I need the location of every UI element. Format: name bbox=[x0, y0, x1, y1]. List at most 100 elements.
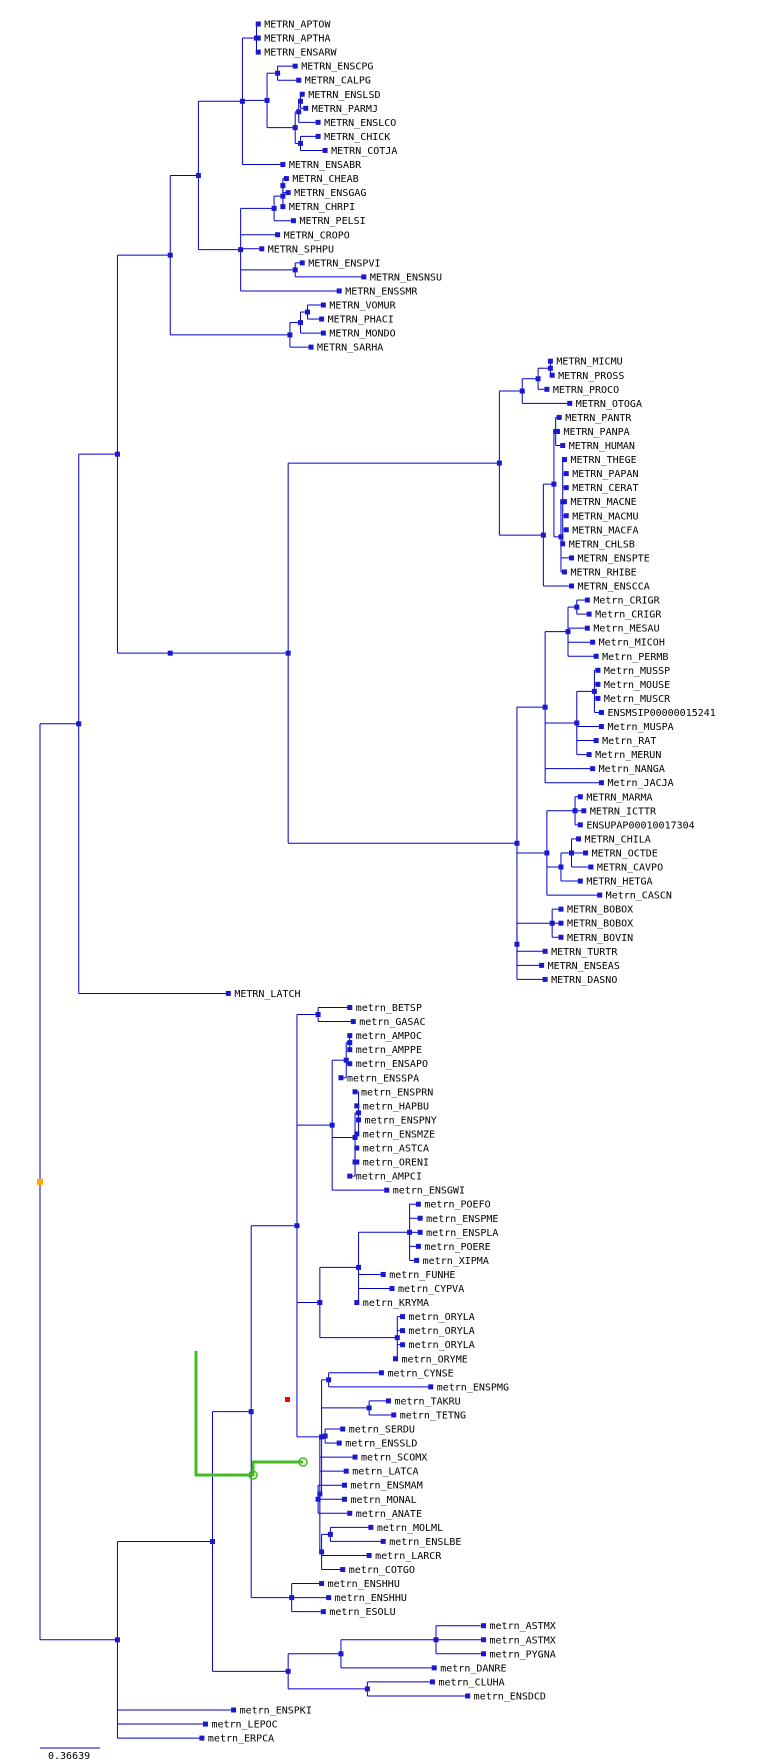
leaf-node[interactable] bbox=[322, 147, 328, 153]
leaf-node[interactable] bbox=[336, 1440, 342, 1446]
internal-node[interactable] bbox=[76, 721, 82, 727]
leaf-node[interactable] bbox=[340, 1567, 346, 1572]
internal-node[interactable] bbox=[540, 532, 546, 538]
internal-node[interactable] bbox=[209, 1539, 215, 1545]
internal-node[interactable] bbox=[317, 1300, 323, 1306]
leaf-node[interactable] bbox=[380, 1271, 386, 1277]
leaf-node[interactable] bbox=[561, 499, 567, 505]
leaf-node[interactable] bbox=[341, 1482, 347, 1488]
leaf-node[interactable] bbox=[285, 190, 291, 196]
leaf-node[interactable] bbox=[315, 119, 321, 125]
leaf-node[interactable] bbox=[354, 1159, 360, 1165]
leaf-node[interactable] bbox=[481, 1623, 487, 1629]
leaf-node[interactable] bbox=[299, 91, 305, 97]
internal-node[interactable] bbox=[248, 1409, 254, 1415]
leaf-node[interactable] bbox=[595, 681, 601, 687]
leaf-node[interactable] bbox=[354, 1131, 360, 1137]
internal-node[interactable] bbox=[275, 70, 281, 76]
leaf-node[interactable] bbox=[544, 386, 550, 392]
internal-node[interactable] bbox=[326, 1377, 332, 1383]
leaf-node[interactable] bbox=[556, 414, 562, 420]
leaf-node[interactable] bbox=[319, 316, 325, 322]
internal-node[interactable] bbox=[322, 1433, 328, 1439]
leaf-node[interactable] bbox=[391, 1412, 397, 1418]
internal-node[interactable] bbox=[327, 1531, 333, 1537]
internal-node[interactable] bbox=[280, 183, 286, 189]
internal-node[interactable] bbox=[239, 98, 245, 104]
leaf-node[interactable] bbox=[561, 457, 567, 463]
leaf-node[interactable] bbox=[320, 330, 326, 336]
internal-node[interactable] bbox=[352, 1134, 358, 1140]
leaf-node[interactable] bbox=[593, 738, 599, 744]
leaf-node[interactable] bbox=[577, 822, 583, 828]
internal-node[interactable] bbox=[547, 365, 553, 371]
internal-node[interactable] bbox=[195, 172, 201, 178]
leaf-node[interactable] bbox=[581, 808, 587, 814]
internal-node[interactable] bbox=[364, 1686, 370, 1692]
internal-node[interactable] bbox=[366, 1405, 372, 1411]
leaf-node[interactable] bbox=[593, 653, 599, 659]
leaf-node[interactable] bbox=[465, 1693, 471, 1699]
internal-node[interactable] bbox=[519, 388, 525, 394]
leaf-node[interactable] bbox=[393, 1356, 399, 1362]
leaf-node[interactable] bbox=[400, 1328, 406, 1334]
internal-node[interactable] bbox=[271, 205, 277, 211]
internal-node[interactable] bbox=[542, 704, 548, 710]
leaf-node[interactable] bbox=[378, 1370, 384, 1376]
internal-node[interactable] bbox=[285, 650, 291, 656]
leaf-node[interactable] bbox=[563, 471, 569, 477]
leaf-node[interactable] bbox=[292, 63, 298, 69]
leaf-node[interactable] bbox=[558, 906, 564, 912]
internal-node[interactable] bbox=[315, 1012, 321, 1018]
internal-node[interactable] bbox=[297, 320, 303, 326]
leaf-node[interactable] bbox=[558, 920, 564, 926]
selected-node-ring[interactable] bbox=[248, 1470, 258, 1480]
internal-node[interactable] bbox=[317, 1491, 323, 1497]
leaf-node[interactable] bbox=[336, 288, 342, 294]
leaf-node[interactable] bbox=[366, 1552, 372, 1558]
internal-node[interactable] bbox=[356, 1110, 362, 1116]
leaf-node[interactable] bbox=[354, 1103, 360, 1109]
internal-node[interactable] bbox=[514, 840, 520, 846]
leaf-node[interactable] bbox=[595, 667, 601, 673]
leaf-node[interactable] bbox=[299, 260, 305, 266]
leaf-node[interactable] bbox=[584, 597, 590, 603]
leaf-node[interactable] bbox=[583, 850, 589, 856]
internal-node[interactable] bbox=[296, 109, 302, 115]
internal-node[interactable] bbox=[558, 534, 564, 540]
leaf-node[interactable] bbox=[352, 1089, 358, 1095]
leaf-node[interactable] bbox=[380, 1538, 386, 1544]
leaf-node[interactable] bbox=[429, 1679, 435, 1685]
leaf-node[interactable] bbox=[303, 105, 309, 111]
internal-node[interactable] bbox=[319, 1549, 325, 1555]
leaf-node[interactable] bbox=[598, 709, 604, 715]
leaf-node[interactable] bbox=[280, 204, 286, 210]
internal-node[interactable] bbox=[343, 1057, 349, 1063]
internal-node[interactable] bbox=[319, 1434, 325, 1440]
internal-node[interactable] bbox=[289, 1595, 295, 1601]
internal-node[interactable] bbox=[356, 1264, 362, 1270]
leaf-node[interactable] bbox=[400, 1314, 406, 1320]
leaf-node[interactable] bbox=[283, 176, 289, 182]
internal-node[interactable] bbox=[551, 481, 557, 487]
internal-node[interactable] bbox=[292, 267, 298, 273]
leaf-node[interactable] bbox=[347, 1510, 353, 1516]
internal-node[interactable] bbox=[544, 850, 550, 856]
internal-node[interactable] bbox=[297, 98, 303, 104]
leaf-node[interactable] bbox=[590, 639, 596, 645]
leaf-node[interactable] bbox=[598, 724, 604, 729]
internal-node[interactable] bbox=[305, 309, 311, 315]
leaf-node[interactable] bbox=[400, 1342, 406, 1348]
leaf-node[interactable] bbox=[560, 443, 566, 448]
internal-node[interactable] bbox=[558, 864, 564, 870]
leaf-node[interactable] bbox=[563, 527, 569, 533]
internal-node[interactable] bbox=[329, 1122, 335, 1128]
leaf-node[interactable] bbox=[356, 1117, 362, 1123]
tree-nodes[interactable] bbox=[37, 21, 604, 1741]
leaf-node[interactable] bbox=[347, 1173, 353, 1179]
leaf-node[interactable] bbox=[343, 1468, 349, 1474]
leaf-node[interactable] bbox=[385, 1398, 391, 1404]
leaf-node[interactable] bbox=[347, 1005, 353, 1010]
